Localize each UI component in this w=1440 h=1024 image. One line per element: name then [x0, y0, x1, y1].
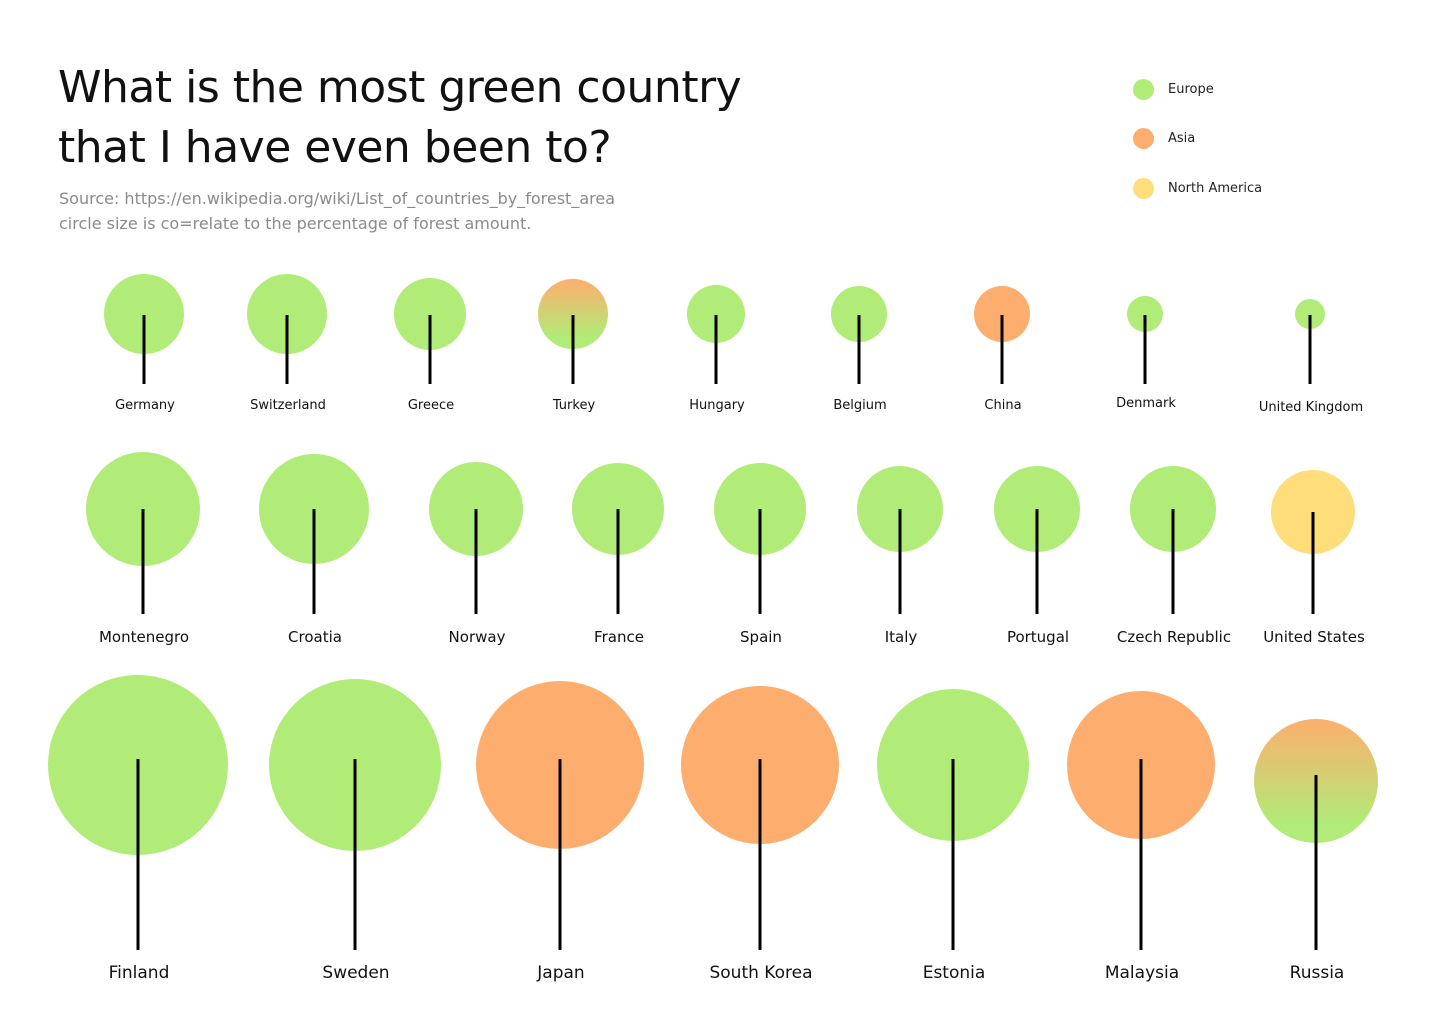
label-estonia: Estonia	[923, 963, 986, 983]
label-south-korea: South Korea	[709, 963, 812, 983]
legend-label-north-america: North America	[1168, 180, 1263, 196]
legend-label-europe: Europe	[1168, 81, 1214, 97]
label-czech-republic: Czech Republic	[1117, 628, 1231, 646]
chart-title-line-2: that I have even been to?	[58, 122, 612, 173]
label-sweden: Sweden	[322, 963, 389, 983]
bubble-denmark	[1127, 296, 1163, 332]
chart-notes: Source: https://en.wikipedia.org/wiki/Li…	[59, 186, 615, 236]
label-denmark: Denmark	[1116, 396, 1176, 411]
label-russia: Russia	[1290, 963, 1345, 983]
label-norway: Norway	[449, 628, 506, 646]
legend-item-asia: Asia	[1133, 128, 1262, 150]
legend-swatch-europe	[1133, 78, 1154, 100]
label-portugal: Portugal	[1007, 628, 1069, 646]
label-japan: Japan	[536, 963, 584, 983]
label-france: France	[594, 628, 644, 646]
legend-swatch-asia	[1133, 128, 1154, 149]
label-croatia: Croatia	[288, 628, 342, 646]
chart-title: What is the most green country that I ha…	[58, 58, 742, 178]
bubble-turkey	[538, 279, 608, 349]
label-turkey: Turkey	[552, 398, 596, 413]
bubble-united-kingdom	[1295, 299, 1325, 329]
bubble-switzerland	[247, 274, 327, 354]
label-united-states: United States	[1263, 628, 1365, 646]
encoding-note: circle size is co=relate to the percenta…	[59, 214, 532, 233]
label-montenegro: Montenegro	[99, 628, 189, 646]
label-italy: Italy	[885, 628, 918, 646]
bubble-hungary	[687, 285, 745, 343]
bubble-germany	[104, 274, 184, 354]
label-china: China	[984, 398, 1021, 413]
chart-marks: Germany Switzerland Greece Turkey Hungary Bel…	[48, 274, 1378, 983]
legend-item-north-america: North America	[1133, 177, 1262, 199]
legend-label-asia: Asia	[1168, 131, 1196, 146]
label-hungary: Hungary	[689, 398, 745, 413]
label-belgium: Belgium	[833, 398, 886, 413]
label-finland: Finland	[109, 963, 170, 983]
label-germany: Germany	[115, 398, 175, 413]
legend: Europe Asia North America	[1133, 78, 1262, 227]
label-spain: Spain	[740, 628, 782, 646]
source-text: Source: https://en.wikipedia.org/wiki/Li…	[59, 189, 615, 208]
bubble-greece	[394, 278, 466, 350]
label-greece: Greece	[408, 398, 454, 413]
chart-title-line-1: What is the most green country	[58, 62, 742, 113]
legend-swatch-north-america	[1133, 177, 1154, 199]
label-switzerland: Switzerland	[250, 398, 326, 413]
label-united-kingdom: United Kingdom	[1259, 400, 1363, 415]
legend-item-europe: Europe	[1133, 78, 1262, 100]
bubble-china	[974, 286, 1030, 342]
bubble-belgium	[831, 286, 887, 342]
label-malaysia: Malaysia	[1105, 963, 1179, 983]
